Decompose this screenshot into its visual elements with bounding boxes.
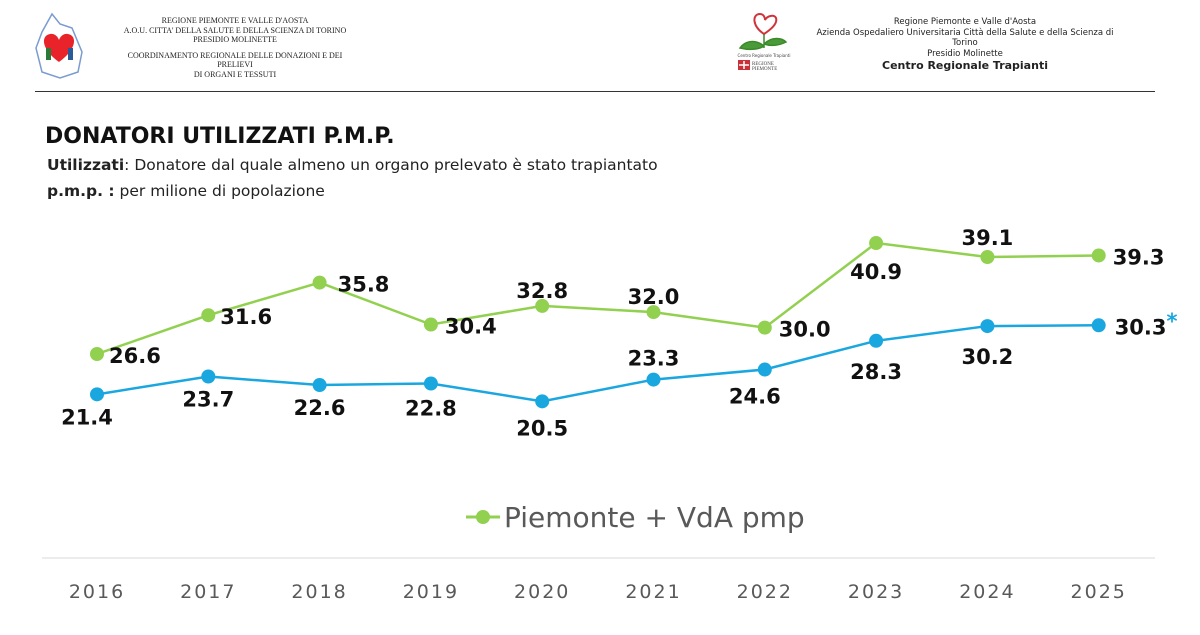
- data-point: [646, 305, 661, 320]
- x-tick-label: 2020: [514, 581, 570, 603]
- header-line: Regione Piemonte e Valle d'Aosta: [893, 17, 1037, 27]
- data-point: [423, 376, 438, 391]
- data-point: [535, 298, 550, 313]
- data-point: [535, 394, 550, 409]
- term: p.m.p. :: [47, 182, 115, 200]
- data-label: 35.8: [338, 273, 390, 297]
- data-label: 30.3*: [1115, 309, 1178, 339]
- header-line: REGIONE PIEMONTE E VALLE D'AOSTA: [161, 16, 309, 25]
- header-divider: [35, 91, 1155, 92]
- x-tick-label: 2023: [848, 581, 904, 603]
- legend-marker: [476, 510, 490, 524]
- data-label: 32.8: [516, 279, 568, 303]
- header-right-text: Regione Piemonte e Valle d'Aosta Azienda…: [810, 17, 1120, 72]
- x-tick-label: 2018: [291, 581, 347, 603]
- data-point: [90, 347, 104, 361]
- data-point: [1091, 248, 1106, 263]
- data-point: [423, 317, 438, 332]
- data-point: [757, 320, 772, 335]
- logo-left-icon: [35, 12, 83, 79]
- header-line: Azienda Ospedaliero Universitaria Città …: [816, 27, 1114, 49]
- x-tick-label: 2024: [959, 581, 1015, 603]
- data-label: 39.1: [961, 226, 1013, 250]
- data-label: 31.6: [220, 305, 272, 329]
- data-point: [312, 378, 327, 393]
- data-label: 22.6: [294, 396, 346, 420]
- data-point: [1091, 318, 1106, 333]
- header-line: PRESIDIO MOLINETTE: [193, 35, 277, 44]
- data-point: [757, 362, 772, 377]
- term: Utilizzati: [47, 156, 125, 174]
- data-label: 28.3: [850, 360, 902, 384]
- data-point: [869, 236, 884, 251]
- header-org-name: Centro Regionale Trapianti: [882, 59, 1048, 72]
- data-label: 23.7: [182, 388, 234, 412]
- data-point: [90, 387, 104, 402]
- x-tick-label: 2025: [1071, 581, 1127, 603]
- svg-text:PIEMONTE: PIEMONTE: [752, 67, 777, 72]
- data-point: [201, 308, 216, 323]
- x-tick-label: 2016: [69, 581, 125, 603]
- x-tick-label: 2019: [403, 581, 459, 603]
- svg-text:REGIONE: REGIONE: [752, 62, 774, 67]
- data-label: 30.2: [961, 345, 1013, 369]
- data-label: 32.0: [628, 285, 680, 309]
- header-line: A.O.U. CITTA' DELLA SALUTE E DELLA SCIEN…: [123, 25, 347, 35]
- data-point: [646, 372, 661, 387]
- data-label: 23.3: [628, 347, 680, 371]
- data-label: 21.4: [61, 405, 113, 429]
- series-line: [96, 241, 1099, 356]
- definition-pmp: p.m.p. : per milione di popolazione: [47, 182, 325, 200]
- definition: : Donatore dal quale almeno un organo pr…: [124, 156, 658, 174]
- header-line: COORDINAMENTO REGIONALE DELLE DONAZIONI …: [127, 50, 343, 70]
- legend-label: Piemonte + VdA pmp: [504, 501, 805, 534]
- data-label: 40.9: [850, 260, 902, 284]
- x-tick-label: 2017: [180, 581, 236, 603]
- x-tick-label: 2021: [625, 581, 681, 603]
- data-label: 20.5: [516, 416, 568, 440]
- annotation-asterisk: *: [1167, 309, 1178, 333]
- header-line: DI ORGANI E TESSUTI: [193, 69, 277, 79]
- x-tick-label: 2022: [737, 581, 793, 603]
- data-point: [201, 369, 216, 384]
- header-left-text: REGIONE PIEMONTE E VALLE D'AOSTA A.O.U. …: [110, 16, 360, 79]
- data-label: 39.3: [1113, 245, 1165, 269]
- data-label: 26.6: [109, 344, 161, 368]
- data-label: 22.8: [405, 396, 457, 420]
- page-title: DONATORI UTILIZZATI P.M.P.: [45, 124, 395, 149]
- logo-caption: Centro Regionale Trapianti: [738, 53, 791, 58]
- data-point: [312, 275, 327, 290]
- data-label: 30.0: [779, 318, 831, 342]
- data-point: [980, 250, 995, 264]
- logo-right-icon: Centro Regionale Trapianti REGIONEPIEMONT…: [738, 12, 791, 72]
- series-line: [96, 324, 1099, 403]
- definition-utilizzati: Utilizzati: Donatore dal quale almeno un…: [47, 156, 658, 174]
- header-line: Presidio Molinette: [927, 48, 1003, 59]
- data-point: [869, 333, 884, 348]
- data-label: 24.6: [729, 385, 781, 409]
- data-point: [980, 319, 995, 334]
- definition: per milione di popolazione: [114, 182, 325, 200]
- data-label: 30.4: [445, 315, 497, 339]
